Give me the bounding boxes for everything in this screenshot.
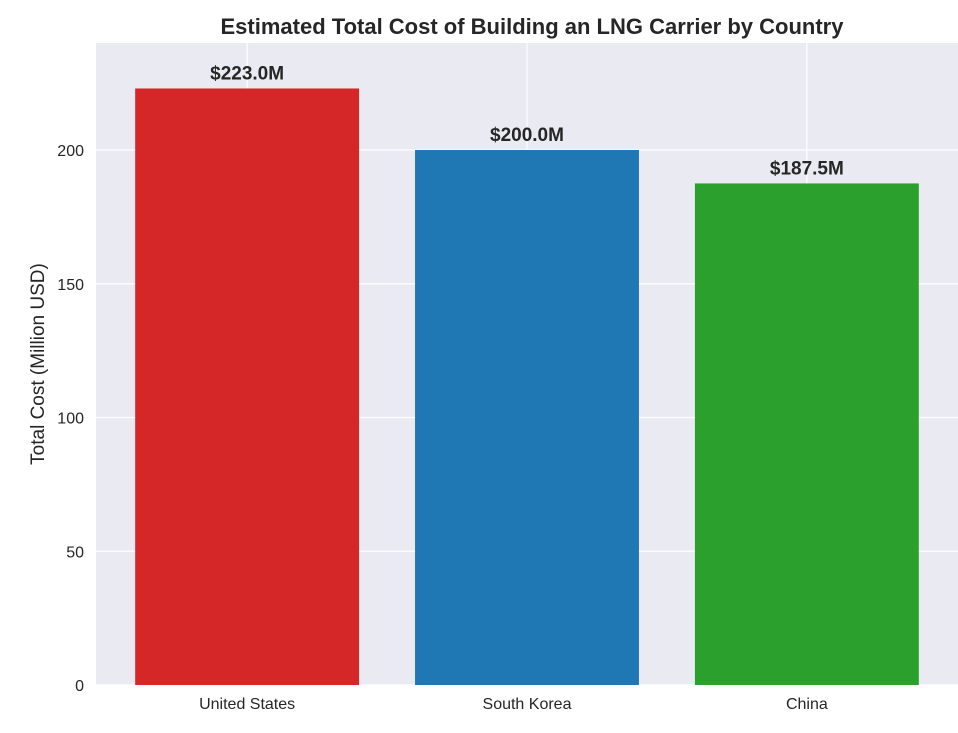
- data-label: $187.5M: [770, 158, 844, 179]
- x-tick-label: China: [786, 696, 828, 713]
- data-labels: $223.0M $200.0M $187.5M: [210, 63, 844, 179]
- data-label: $200.0M: [490, 125, 564, 146]
- bars: [135, 88, 919, 686]
- x-axis-ticks: United States South Korea China: [199, 696, 828, 713]
- y-tick-label: 50: [66, 544, 84, 561]
- bar-united-states: [135, 88, 360, 686]
- x-tick-label: United States: [199, 696, 295, 713]
- y-axis-label: Total Cost (Million USD): [28, 263, 49, 465]
- y-tick-label: 0: [75, 678, 84, 695]
- y-tick-label: 150: [57, 277, 84, 294]
- x-tick-label: South Korea: [483, 696, 572, 713]
- data-label: $223.0M: [210, 63, 284, 84]
- y-axis-ticks: 0 50 100 150 200: [57, 143, 84, 695]
- chart-title: Estimated Total Cost of Building an LNG …: [221, 14, 845, 39]
- bar-china: [694, 183, 919, 685]
- y-tick-label: 100: [57, 411, 84, 428]
- bar-south-korea: [415, 150, 639, 685]
- y-tick-label: 200: [57, 143, 84, 160]
